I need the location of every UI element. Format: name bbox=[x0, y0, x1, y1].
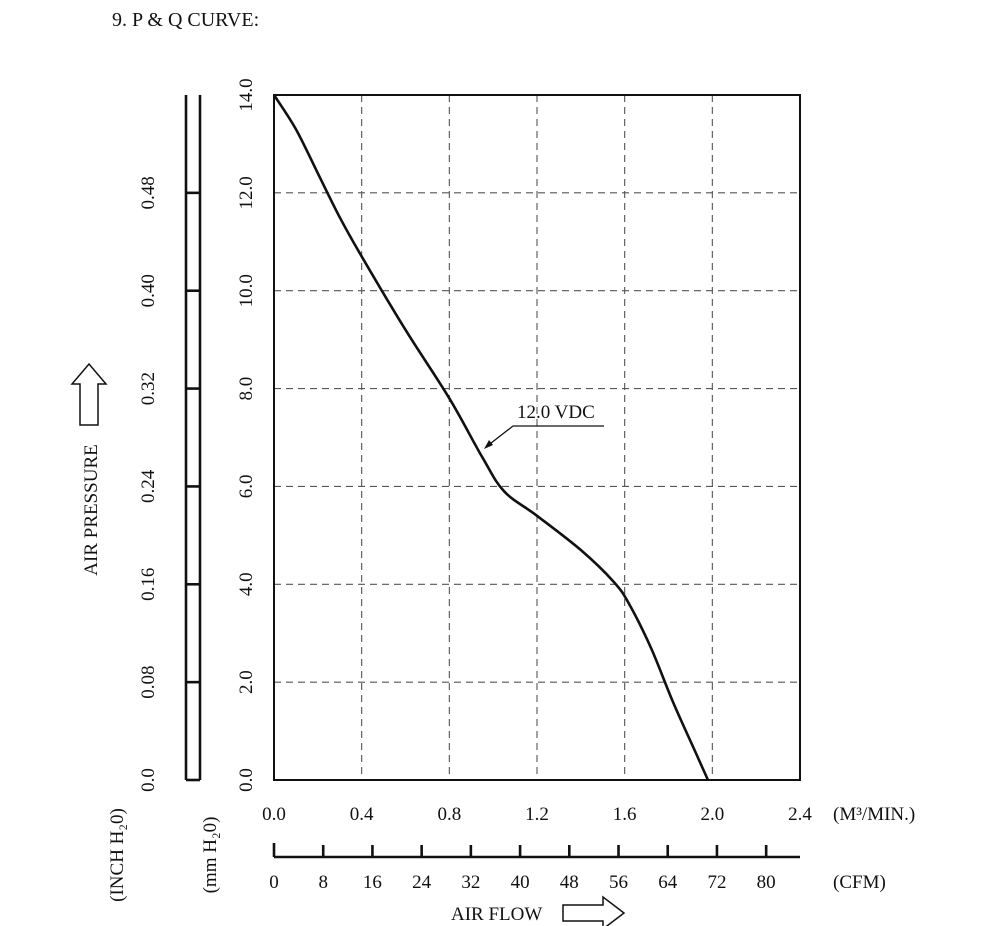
inch-tick-label: 0.08 bbox=[138, 666, 159, 699]
curve-label-arrowhead bbox=[484, 440, 493, 449]
mm-tick-label: 6.0 bbox=[236, 475, 257, 499]
m3-axis-ticks: 0.0 0.4 0.8 1.2 1.6 2.0 2.4 bbox=[262, 804, 812, 825]
air-pressure-arrow-icon bbox=[70, 362, 108, 426]
m3-tick-label: 1.2 bbox=[525, 804, 549, 825]
m3-tick-label: 0.8 bbox=[437, 804, 461, 825]
mm-tick-label: 10.0 bbox=[236, 274, 257, 307]
series-line-12vdc bbox=[272, 94, 710, 781]
inch-tick-label: 0.40 bbox=[138, 274, 159, 307]
cfm-tick-label: 56 bbox=[609, 872, 628, 893]
inch-tick-label: 0.0 bbox=[138, 768, 159, 792]
cfm-tick-label: 48 bbox=[560, 872, 579, 893]
cfm-tick-label: 72 bbox=[707, 872, 726, 893]
inch-tick-label: 0.16 bbox=[138, 568, 159, 601]
section-heading: 9. P & Q CURVE: bbox=[112, 9, 259, 31]
m3-tick-label: 2.0 bbox=[700, 804, 724, 825]
air-pressure-label: AIR PRESSURE bbox=[81, 444, 102, 575]
mm-tick-label: 8.0 bbox=[236, 377, 257, 401]
inch-unit-label: (INCH H₂0) bbox=[107, 808, 128, 902]
inch-tick-label: 0.48 bbox=[138, 176, 159, 209]
inch-tick-label: 0.24 bbox=[138, 469, 159, 503]
mm-tick-label: 12.0 bbox=[236, 176, 257, 209]
plot-frame bbox=[273, 94, 801, 781]
cfm-tick-label: 80 bbox=[757, 872, 776, 893]
mm-tick-label: 2.0 bbox=[236, 670, 257, 694]
mm-axis-ticks: 0.0 2.0 4.0 6.0 8.0 10.0 12.0 14.0 bbox=[236, 78, 257, 792]
m3-tick-label: 0.4 bbox=[350, 804, 374, 825]
mm-tick-label: 14.0 bbox=[236, 78, 257, 111]
cfm-tick-label: 8 bbox=[318, 872, 328, 893]
m3-tick-label: 1.6 bbox=[613, 804, 637, 825]
inch-axis-ticks: 0.0 0.08 0.16 0.24 0.32 0.40 0.48 bbox=[138, 176, 200, 792]
curve-label: 12.0 VDC bbox=[517, 402, 595, 423]
grid-lines bbox=[274, 95, 800, 780]
mm-unit-label: (mm H₂0) bbox=[200, 817, 221, 894]
air-flow-arrow-icon bbox=[562, 895, 626, 926]
cfm-tick-label: 0 bbox=[269, 872, 279, 893]
cfm-axis-ticks: 0 8 16 24 32 40 48 56 64 72 80 bbox=[269, 843, 776, 893]
cfm-tick-label: 40 bbox=[511, 872, 530, 893]
cfm-unit-label: (CFM) bbox=[833, 872, 886, 893]
cfm-tick-label: 16 bbox=[363, 872, 382, 893]
cfm-tick-label: 32 bbox=[461, 872, 480, 893]
m3-unit-label: (M³/MIN.) bbox=[833, 804, 915, 825]
m3-tick-label: 0.0 bbox=[262, 804, 286, 825]
cfm-tick-label: 64 bbox=[658, 872, 678, 893]
mm-tick-label: 4.0 bbox=[236, 572, 257, 596]
cfm-tick-label: 24 bbox=[412, 872, 432, 893]
m3-tick-label: 2.4 bbox=[788, 804, 812, 825]
air-flow-label: AIR FLOW bbox=[451, 904, 542, 925]
inch-tick-label: 0.32 bbox=[138, 372, 159, 405]
mm-tick-label: 0.0 bbox=[236, 768, 257, 792]
series-layer bbox=[272, 94, 710, 781]
